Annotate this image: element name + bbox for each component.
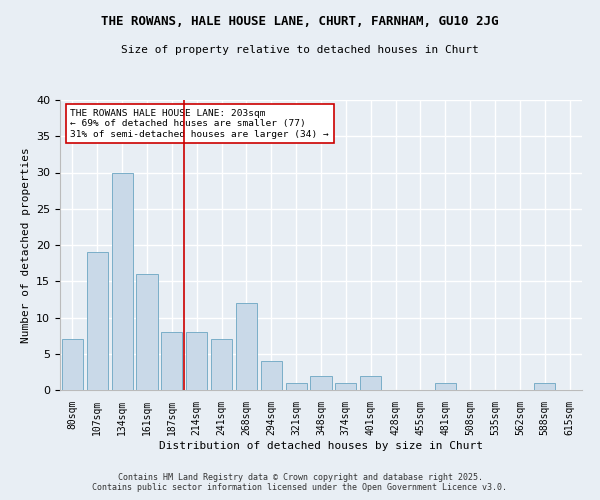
Bar <box>87 252 108 390</box>
Bar <box>136 274 158 390</box>
Text: Size of property relative to detached houses in Churt: Size of property relative to detached ho… <box>121 45 479 55</box>
Text: THE ROWANS HALE HOUSE LANE: 203sqm
← 69% of detached houses are smaller (77)
31%: THE ROWANS HALE HOUSE LANE: 203sqm ← 69%… <box>70 108 329 138</box>
Bar <box>62 339 83 390</box>
Bar <box>534 383 555 390</box>
Y-axis label: Number of detached properties: Number of detached properties <box>20 147 31 343</box>
Bar <box>211 339 232 390</box>
Text: THE ROWANS, HALE HOUSE LANE, CHURT, FARNHAM, GU10 2JG: THE ROWANS, HALE HOUSE LANE, CHURT, FARN… <box>101 15 499 28</box>
Bar <box>360 376 381 390</box>
Bar <box>236 303 257 390</box>
Bar <box>112 172 133 390</box>
Bar <box>335 383 356 390</box>
Bar <box>310 376 332 390</box>
Bar <box>286 383 307 390</box>
Bar <box>186 332 207 390</box>
Text: Contains HM Land Registry data © Crown copyright and database right 2025.
Contai: Contains HM Land Registry data © Crown c… <box>92 473 508 492</box>
Bar <box>435 383 456 390</box>
Bar <box>161 332 182 390</box>
X-axis label: Distribution of detached houses by size in Churt: Distribution of detached houses by size … <box>159 440 483 450</box>
Bar <box>261 361 282 390</box>
